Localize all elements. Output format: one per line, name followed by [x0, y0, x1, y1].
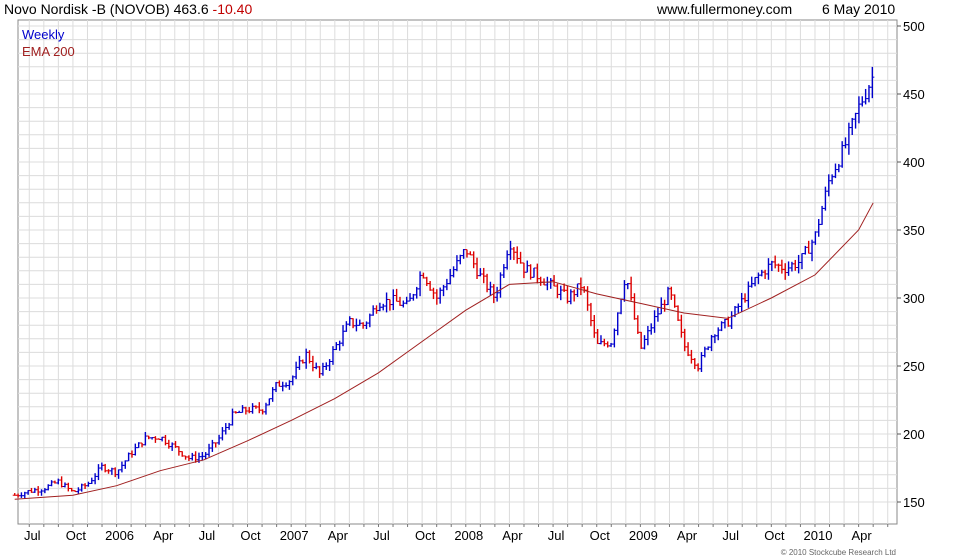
x-tick-label: Apr [677, 528, 698, 543]
y-tick-label: 150 [903, 495, 925, 510]
x-tick-label: Jul [24, 528, 41, 543]
x-tick-label: Jul [548, 528, 565, 543]
price-change: -10.40 [212, 1, 253, 17]
x-tick-label: Apr [852, 528, 873, 543]
legend-weekly-label: Weekly [22, 27, 65, 42]
x-tick-label: Oct [415, 528, 436, 543]
x-tick-label: 2007 [280, 528, 309, 543]
site-url[interactable]: www.fullermoney.com [657, 1, 793, 17]
legend-ema-label: EMA 200 [22, 44, 75, 59]
x-tick-label: Oct [66, 528, 87, 543]
y-tick-label: 250 [903, 359, 925, 374]
y-tick-label: 500 [903, 19, 925, 34]
x-tick-label: Oct [764, 528, 785, 543]
y-tick-label: 200 [903, 427, 925, 442]
plot-area [17, 19, 898, 525]
x-tick-label: Jul [373, 528, 390, 543]
legend-ema: EMA 200 [22, 44, 75, 59]
x-tick-label: Jul [199, 528, 216, 543]
security-name: Novo Nordisk -B (NOVOB) [4, 1, 170, 17]
copyright-notice: © 2010 Stockcube Research Ltd [780, 548, 896, 557]
x-tick-label: 2006 [105, 528, 134, 543]
y-tick-label: 300 [903, 291, 925, 306]
y-tick-label: 350 [903, 223, 925, 238]
last-price: 463.6 [173, 1, 209, 17]
x-tick-label: Apr [502, 528, 523, 543]
chart-date: 6 May 2010 [822, 1, 896, 17]
x-tick-label: 2008 [454, 528, 483, 543]
x-tick-label: Jul [722, 528, 739, 543]
x-tick-label: 2009 [629, 528, 658, 543]
x-tick-label: Apr [153, 528, 174, 543]
ema-200-line [14, 202, 874, 500]
y-tick-label: 450 [903, 87, 925, 102]
x-tick-label: Apr [328, 528, 349, 543]
chart-title: Novo Nordisk -B (NOVOB) 463.6 -10.40 [4, 1, 252, 17]
legend-weekly: Weekly [22, 27, 64, 42]
x-tick-label: 2010 [804, 528, 833, 543]
x-tick-label: Oct [590, 528, 611, 543]
x-tick-label: Oct [240, 528, 261, 543]
y-tick-label: 400 [903, 155, 925, 170]
